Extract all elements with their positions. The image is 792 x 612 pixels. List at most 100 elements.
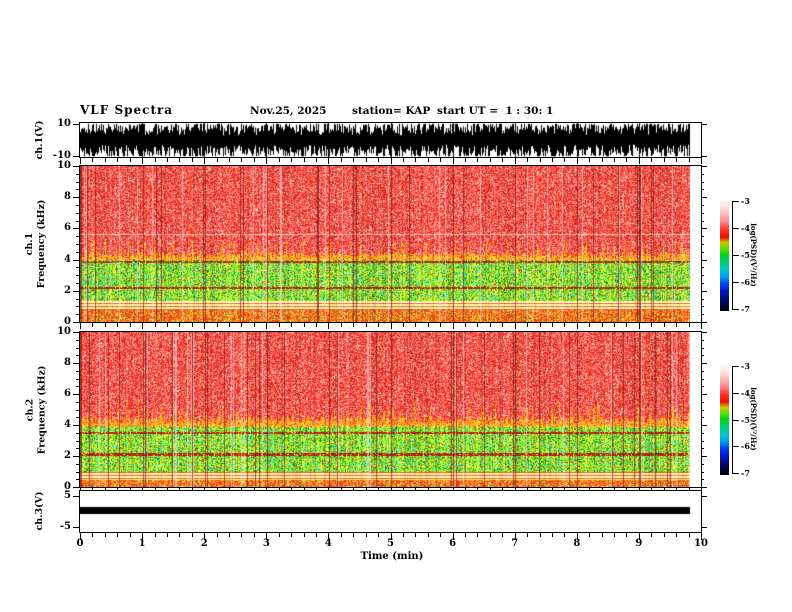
start-ut-label: start UT = 1 : 30: 1: [437, 105, 554, 117]
colorbar-tick-label: -4: [741, 223, 750, 233]
x-tick: [328, 158, 329, 164]
y-minor-tick: [76, 221, 79, 222]
x-tick: [328, 488, 329, 491]
x-tick: [415, 323, 416, 327]
x-tick: [105, 533, 106, 537]
x-tick: [564, 488, 565, 491]
x-tick: [229, 323, 230, 327]
y-minor-tick: [701, 433, 704, 434]
y-tick-label: 0: [64, 481, 71, 492]
x-tick: [477, 488, 478, 491]
x-tick: [328, 533, 329, 540]
colorbar-tick: [732, 309, 739, 310]
x-tick: [552, 533, 553, 537]
x-tick: [664, 158, 665, 162]
x-tick: [266, 158, 267, 164]
colorbar-tick: [732, 282, 739, 283]
y-minor-tick: [76, 275, 79, 276]
x-tick: [453, 488, 454, 491]
y-tick-label: 6: [64, 388, 71, 399]
x-tick: [701, 488, 702, 491]
x-tick: [316, 533, 317, 537]
x-tick: [391, 323, 392, 329]
y-minor-tick: [701, 402, 704, 403]
x-tick: [415, 488, 416, 491]
x-tick: [453, 323, 454, 329]
x-tick: [316, 488, 317, 491]
x-tick: [353, 323, 354, 327]
ch2-label-line1: ch.2: [24, 398, 35, 421]
y-tick-label: 10: [57, 326, 71, 337]
x-tick: [254, 488, 255, 491]
x-tick: [130, 533, 131, 537]
colorbar-tick-label: -4: [741, 388, 750, 398]
x-tick: [614, 323, 615, 327]
y-minor-tick: [76, 379, 79, 380]
y-minor-tick: [76, 283, 79, 284]
x-tick: [440, 488, 441, 491]
y-minor-tick: [76, 355, 79, 356]
x-tick: [130, 323, 131, 327]
x-tick: [80, 533, 81, 540]
y-major-tick: [73, 166, 79, 167]
x-tick-label: 1: [138, 538, 146, 549]
x-tick: [155, 533, 156, 537]
ch1-spectrogram-canvas: [80, 166, 701, 322]
y-minor-tick: [76, 213, 79, 214]
x-tick: [689, 533, 690, 537]
x-tick: [217, 323, 218, 327]
x-tick: [341, 488, 342, 491]
colorbar-tick-label: -7: [741, 304, 750, 314]
x-tick: [241, 158, 242, 162]
ch3-bar-canvas: [80, 491, 701, 532]
x-tick: [167, 533, 168, 537]
colorbar-tick: [732, 228, 739, 229]
x-tick: [577, 158, 578, 164]
x-tick: [440, 158, 441, 162]
y-major-tick: [73, 332, 79, 333]
y-major-tick: [701, 425, 707, 426]
x-tick: [676, 488, 677, 491]
x-tick: [515, 533, 516, 540]
x-tick: [316, 323, 317, 327]
y-minor-tick: [701, 464, 704, 465]
x-tick: [204, 158, 205, 164]
x-tick: [639, 488, 640, 491]
ch2-label-line2: Frequency (kHz): [36, 365, 47, 454]
x-tick: [626, 158, 627, 162]
x-tick: [440, 323, 441, 327]
colorbar-tick: [732, 420, 739, 421]
x-tick: [241, 488, 242, 491]
x-tick: [527, 533, 528, 537]
station-label: station= KAP: [352, 105, 431, 117]
y-minor-tick: [701, 348, 704, 349]
colorbar-tick-label: -5: [741, 415, 750, 425]
x-tick: [415, 533, 416, 537]
x-tick: [515, 323, 516, 329]
x-tick: [229, 533, 230, 537]
colorbar-tick-label: -3: [741, 196, 750, 206]
x-tick: [353, 488, 354, 491]
x-tick: [477, 533, 478, 537]
y-minor-tick: [701, 205, 704, 206]
x-tick: [589, 488, 590, 491]
y-minor-tick: [76, 433, 79, 434]
x-tick: [540, 533, 541, 537]
colorbar-tick-label: -7: [741, 468, 750, 478]
x-tick: [490, 323, 491, 327]
x-tick: [477, 158, 478, 162]
x-tick: [664, 533, 665, 537]
y-minor-tick: [701, 314, 704, 315]
y-tick-label: 2: [64, 450, 71, 461]
x-tick: [142, 488, 143, 491]
x-tick: [266, 323, 267, 329]
x-tick: [391, 533, 392, 540]
x-tick: [217, 158, 218, 162]
x-tick: [304, 533, 305, 537]
colorbar-tick-label: -6: [741, 277, 750, 287]
x-tick: [366, 533, 367, 537]
y-tick-label: 6: [64, 222, 71, 233]
y-minor-tick: [76, 472, 79, 473]
y-minor-tick: [76, 205, 79, 206]
